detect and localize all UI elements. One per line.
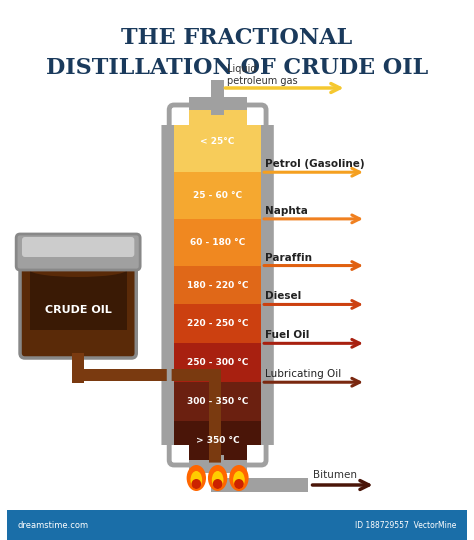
Bar <box>174 343 261 382</box>
Ellipse shape <box>30 263 127 277</box>
FancyBboxPatch shape <box>16 234 140 270</box>
Text: Naphta: Naphta <box>265 206 308 216</box>
Text: Paraffin: Paraffin <box>265 253 312 262</box>
Bar <box>73 353 84 383</box>
Bar <box>160 95 189 125</box>
Text: THE FRACTIONAL: THE FRACTIONAL <box>121 27 353 49</box>
Text: 300 - 350 °C: 300 - 350 °C <box>187 397 248 406</box>
Text: CRUDE OIL: CRUDE OIL <box>45 305 111 315</box>
Ellipse shape <box>191 479 201 489</box>
Text: Liquid
petroleum gas: Liquid petroleum gas <box>228 64 298 86</box>
Ellipse shape <box>234 479 244 489</box>
FancyBboxPatch shape <box>163 98 273 472</box>
Text: 250 - 300 °C: 250 - 300 °C <box>187 358 248 367</box>
Text: Diesel: Diesel <box>265 292 301 301</box>
Text: > 350 °C: > 350 °C <box>196 436 239 445</box>
Bar <box>160 445 189 475</box>
Text: Lubricating Oil: Lubricating Oil <box>265 369 341 379</box>
FancyBboxPatch shape <box>22 237 134 257</box>
Bar <box>246 445 276 475</box>
Ellipse shape <box>187 465 206 491</box>
Text: Petrol (Gasoline): Petrol (Gasoline) <box>265 159 365 169</box>
Bar <box>211 478 308 492</box>
Bar <box>174 172 261 219</box>
Bar <box>211 455 224 485</box>
Ellipse shape <box>212 471 223 489</box>
Text: Bitumen: Bitumen <box>312 470 356 480</box>
Text: < 25°C: < 25°C <box>201 137 235 146</box>
Bar <box>30 270 127 330</box>
Text: dreamstime.com: dreamstime.com <box>17 521 88 530</box>
Text: 180 - 220 °C: 180 - 220 °C <box>187 280 248 289</box>
Ellipse shape <box>233 471 245 489</box>
FancyBboxPatch shape <box>20 243 136 358</box>
Ellipse shape <box>213 479 222 489</box>
Text: 60 - 180 °C: 60 - 180 °C <box>190 238 245 247</box>
Bar <box>174 421 261 460</box>
Text: 220 - 250 °C: 220 - 250 °C <box>187 319 248 328</box>
Ellipse shape <box>191 471 202 489</box>
Bar <box>174 219 261 266</box>
Bar <box>209 369 220 466</box>
Bar <box>174 382 261 421</box>
FancyBboxPatch shape <box>162 97 274 473</box>
Bar <box>211 80 224 115</box>
Ellipse shape <box>208 465 228 491</box>
Text: DISTILLATION OF CRUDE OIL: DISTILLATION OF CRUDE OIL <box>46 57 428 79</box>
Text: ID 188729557  VectorMine: ID 188729557 VectorMine <box>356 521 457 530</box>
Bar <box>73 369 219 381</box>
Text: FURNACE: FURNACE <box>188 510 247 520</box>
Bar <box>8 510 466 540</box>
Ellipse shape <box>229 465 249 491</box>
Bar <box>174 110 261 172</box>
Bar <box>174 266 261 305</box>
Text: Fuel Oil: Fuel Oil <box>265 330 310 340</box>
Text: 25 - 60 °C: 25 - 60 °C <box>193 191 242 200</box>
Bar <box>246 95 276 125</box>
Bar <box>174 305 261 343</box>
